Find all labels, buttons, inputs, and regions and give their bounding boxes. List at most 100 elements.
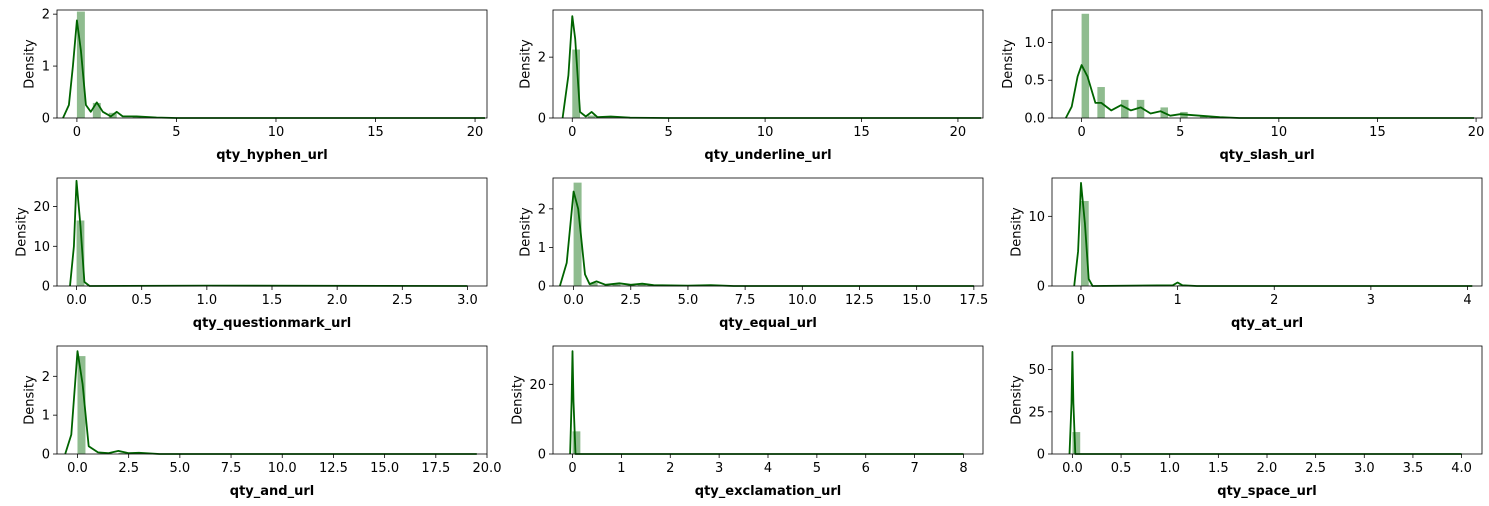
histogram-bar bbox=[77, 356, 86, 454]
subplot-6: 0 1 2 3 4 0 10 Density qty_at_url bbox=[1009, 177, 1483, 331]
x-tick-label: 5 bbox=[665, 125, 673, 140]
y-tick-label: 0.5 bbox=[1024, 74, 1045, 89]
x-tick-label: 20.0 bbox=[473, 461, 502, 476]
x-tick-label: 0 bbox=[568, 461, 576, 476]
x-tick-label: 2.5 bbox=[392, 293, 413, 308]
y-tick-label: 2 bbox=[42, 370, 50, 385]
y-tick-label: 25 bbox=[1028, 405, 1045, 420]
x-tick-label: 15.0 bbox=[370, 461, 399, 476]
x-axis-label: qty_at_url bbox=[1231, 316, 1303, 331]
histogram-bar bbox=[572, 49, 580, 118]
kde-line bbox=[64, 350, 477, 455]
x-tick-label: 3 bbox=[1367, 293, 1375, 308]
x-tick-label: 3.5 bbox=[1403, 461, 1424, 476]
subplot-5: 0.0 2.5 5.0 7.5 10.0 12.5 15.0 17.5 0 1 2 Density qt… bbox=[519, 177, 988, 331]
x-tick-label: 2.5 bbox=[1305, 461, 1326, 476]
x-tick-label: 0 bbox=[1077, 125, 1085, 140]
y-tick-label: 10 bbox=[33, 240, 50, 255]
x-tick-label: 17.5 bbox=[959, 293, 988, 308]
x-tick-label: 10 bbox=[1271, 125, 1288, 140]
x-tick-label: 0 bbox=[1077, 293, 1085, 308]
x-tick-label: 1 bbox=[1173, 293, 1181, 308]
x-tick-label: 15 bbox=[853, 125, 870, 140]
x-tick-label: 7 bbox=[910, 461, 918, 476]
x-tick-label: 0.0 bbox=[66, 293, 87, 308]
x-tick-label: 0.5 bbox=[131, 293, 152, 308]
histogram-bar bbox=[76, 220, 85, 286]
x-tick-label: 12.5 bbox=[319, 461, 348, 476]
y-tick-label: 2 bbox=[42, 8, 50, 23]
axes-frame bbox=[56, 9, 488, 119]
x-axis-label: qty_equal_url bbox=[719, 316, 817, 331]
subplot-3: 0 5 10 15 20 0.0 0.5 1.0 Density qty_slash_url bbox=[1001, 9, 1485, 163]
x-tick-label: 0 bbox=[73, 125, 81, 140]
kde-line bbox=[62, 19, 485, 119]
y-axis-label: Density bbox=[519, 207, 534, 257]
kde-line bbox=[1068, 350, 1462, 455]
y-axis-label: Density bbox=[14, 207, 29, 257]
kde-line bbox=[69, 179, 468, 287]
y-axis-label: Density bbox=[510, 375, 525, 425]
histogram-bar bbox=[76, 11, 85, 118]
x-tick-label: 0.0 bbox=[1062, 461, 1083, 476]
axes-frame bbox=[1051, 345, 1483, 455]
kde-line bbox=[561, 15, 982, 119]
x-tick-label: 1 bbox=[617, 461, 625, 476]
histogram-bar bbox=[1136, 99, 1145, 118]
y-tick-label: 0 bbox=[42, 280, 50, 295]
x-axis-label: qty_space_url bbox=[1217, 484, 1316, 499]
subplot-8: 0 1 2 3 4 5 6 7 8 0 20 Density qty_exclamation_url bbox=[510, 345, 984, 499]
x-tick-label: 0.0 bbox=[563, 293, 584, 308]
x-tick-label: 15 bbox=[1369, 125, 1386, 140]
histogram-bar bbox=[1121, 99, 1129, 118]
x-tick-label: 1.5 bbox=[1208, 461, 1229, 476]
x-axis-label: qty_slash_url bbox=[1219, 148, 1314, 163]
x-tick-label: 1.0 bbox=[1159, 461, 1180, 476]
y-tick-label: 0 bbox=[1037, 448, 1045, 463]
x-tick-label: 5 bbox=[172, 125, 180, 140]
histogram-bar bbox=[1072, 432, 1081, 454]
y-tick-label: 20 bbox=[33, 200, 50, 215]
histogram-bar bbox=[637, 284, 646, 286]
x-tick-label: 7.5 bbox=[735, 293, 756, 308]
histogram-bar bbox=[92, 102, 101, 118]
x-tick-label: 20 bbox=[950, 125, 967, 140]
x-tick-label: 1.5 bbox=[262, 293, 283, 308]
histogram-bar bbox=[132, 116, 141, 118]
x-tick-label: 0.5 bbox=[1111, 461, 1132, 476]
x-tick-label: 5 bbox=[813, 461, 821, 476]
y-tick-label: 10 bbox=[1028, 210, 1045, 225]
x-tick-label: 2 bbox=[1270, 293, 1278, 308]
y-tick-label: 0 bbox=[538, 280, 546, 295]
x-tick-label: 2.0 bbox=[1257, 461, 1278, 476]
y-tick-label: 0 bbox=[1037, 280, 1045, 295]
histogram-bar bbox=[587, 115, 596, 118]
x-tick-label: 8 bbox=[959, 461, 967, 476]
x-tick-label: 20 bbox=[1468, 125, 1485, 140]
x-axis-label: qty_hyphen_url bbox=[216, 148, 327, 163]
axes-frame bbox=[552, 9, 984, 119]
y-tick-label: 50 bbox=[1028, 363, 1045, 378]
x-tick-label: 10.0 bbox=[268, 461, 297, 476]
y-tick-label: 1 bbox=[538, 241, 546, 256]
x-axis-label: qty_exclamation_url bbox=[695, 484, 841, 499]
subplot-4: 0.0 0.5 1.0 1.5 2.0 2.5 3.0 0 10 20 Density qty_que… bbox=[14, 177, 488, 331]
x-tick-label: 0 bbox=[568, 125, 576, 140]
subplot-7: 0.0 2.5 5.0 7.5 10.0 12.5 15.0 17.5 20.0 0 1 2 Densi… bbox=[23, 345, 502, 499]
histogram-bar bbox=[589, 282, 598, 286]
y-axis-label: Density bbox=[23, 39, 38, 89]
axes-frame bbox=[56, 345, 488, 455]
histogram-bar bbox=[1081, 13, 1090, 119]
x-tick-label: 3.0 bbox=[457, 293, 478, 308]
y-tick-label: 20 bbox=[529, 378, 546, 393]
y-axis-label: Density bbox=[23, 375, 38, 425]
x-tick-label: 3.0 bbox=[1354, 461, 1375, 476]
x-tick-label: 4 bbox=[764, 461, 772, 476]
axes-frame bbox=[552, 177, 984, 287]
y-tick-label: 2 bbox=[538, 202, 546, 217]
y-tick-label: 0 bbox=[42, 112, 50, 127]
x-tick-label: 20 bbox=[467, 125, 484, 140]
x-tick-label: 15.0 bbox=[902, 293, 931, 308]
x-axis-label: qty_questionmark_url bbox=[193, 316, 351, 331]
